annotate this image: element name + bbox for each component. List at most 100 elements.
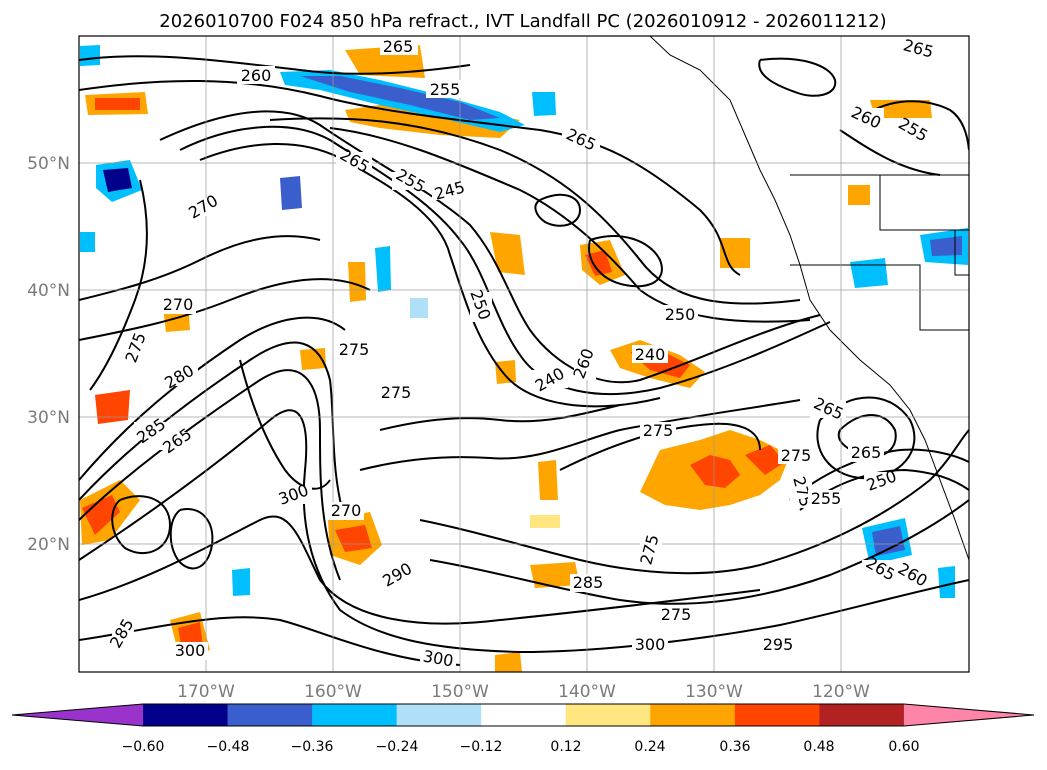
- contour-line: [79, 616, 461, 666]
- warm-patch-f: [495, 652, 522, 672]
- contour-line: [159, 110, 821, 384]
- cold-patch-f: [532, 92, 556, 116]
- warm-patch-j: [348, 262, 366, 302]
- map-background: [79, 36, 969, 672]
- colorbar-tick-label: −0.48: [207, 739, 250, 755]
- cold-patch-nw-core: [103, 168, 132, 192]
- contour-line: [199, 142, 661, 408]
- colorbar-segment: [143, 704, 229, 726]
- negative-anomaly-patches: [80, 45, 968, 598]
- contour-label: 295: [760, 635, 796, 654]
- contour-line: [588, 235, 663, 288]
- colorbar-segment: [312, 704, 398, 726]
- svg-text:300: 300: [175, 641, 206, 660]
- svg-text:255: 255: [811, 489, 842, 508]
- warm-patch-e: [530, 562, 580, 588]
- contour-label: 275: [640, 421, 676, 440]
- cold-patch-se-core: [872, 526, 905, 556]
- warm-patch-gulf-core: [690, 455, 740, 488]
- lat-label: 30°N: [27, 408, 70, 428]
- contour-label: 270: [328, 501, 364, 520]
- contour-line: [111, 495, 172, 554]
- contour-line: [839, 129, 941, 176]
- svg-text:275: 275: [781, 446, 812, 465]
- contour-line: [79, 369, 341, 581]
- lon-label: 120°W: [812, 682, 870, 702]
- contour-line: [559, 422, 761, 471]
- lat-label: 40°N: [27, 281, 70, 301]
- svg-text:295: 295: [763, 635, 794, 654]
- lon-label: 130°W: [685, 682, 743, 702]
- warm-patch-i: [495, 360, 516, 384]
- contour-label: 260: [237, 66, 275, 85]
- contour-line: [859, 100, 969, 151]
- contour-line: [79, 235, 321, 301]
- colorbar-segment: [565, 704, 651, 726]
- svg-text:275: 275: [661, 605, 692, 624]
- svg-text:265: 265: [383, 37, 414, 56]
- map-frame: [78, 35, 970, 673]
- svg-text:275: 275: [339, 340, 370, 359]
- contour-line: [379, 404, 621, 431]
- colorbar-segment: [819, 704, 905, 726]
- contour-label: 275: [778, 446, 814, 465]
- colorbar-tick-label: −0.24: [376, 739, 419, 755]
- contour-line: [79, 79, 741, 276]
- contour-label: 265: [380, 37, 418, 56]
- contour-label: 260: [569, 346, 597, 381]
- contour-line: [359, 399, 801, 471]
- contour-line: [837, 414, 897, 458]
- warm-patch-l: [530, 515, 560, 528]
- colorbar-tick-label: 0.12: [550, 739, 581, 755]
- contour-line: [758, 57, 837, 97]
- contour-line: [179, 125, 831, 396]
- colorbar-tick-label: 0.24: [634, 739, 665, 755]
- colorbar-tick-label: −0.36: [291, 739, 334, 755]
- map-panel: 265 260 255 265 260: [27, 35, 970, 702]
- contour-label: 270: [160, 295, 196, 314]
- colorbar-tick-label: 0.60: [888, 739, 919, 755]
- colorbar-segment: [650, 704, 736, 726]
- contour-line: [89, 179, 148, 391]
- cold-patch-c: [375, 246, 391, 292]
- svg-text:275: 275: [381, 383, 412, 402]
- contour-line: [79, 409, 969, 654]
- contour-label: 300: [420, 647, 456, 671]
- lon-label: 140°W: [558, 682, 616, 702]
- contour-label: 275: [121, 330, 149, 365]
- warm-patch-g: [300, 348, 326, 370]
- cold-patch-g: [80, 45, 100, 66]
- colorbar-segment: [396, 704, 482, 726]
- cold-patch-d: [232, 568, 250, 596]
- svg-text:265: 265: [851, 443, 882, 462]
- cold-band-north-core: [300, 76, 500, 120]
- colorbar-tick-label: −0.60: [122, 739, 165, 755]
- lat-label: 50°N: [27, 154, 70, 174]
- warm-patch-nw-core: [95, 98, 140, 110]
- svg-text:260: 260: [241, 66, 272, 85]
- contour-line: [534, 193, 582, 227]
- contour-label: 265: [848, 443, 884, 462]
- warm-patch-a: [490, 232, 525, 275]
- colorbar-outline: [11, 703, 1035, 727]
- svg-text:255: 255: [430, 80, 461, 99]
- contour-label: 300: [172, 641, 208, 660]
- colorbar-tick-label: −0.12: [460, 739, 503, 755]
- contour-label: 275: [658, 605, 694, 624]
- contour-line: [419, 429, 969, 575]
- warm-patch-h: [538, 460, 558, 500]
- cold-patch-east-core: [930, 236, 962, 256]
- svg-text:270: 270: [163, 295, 194, 314]
- colorbar-segment: [227, 704, 313, 726]
- lat-label: 20°N: [27, 535, 70, 555]
- contour-label: 255: [808, 489, 844, 508]
- warm-patch-west-core: [82, 495, 120, 535]
- contour-label: 300: [632, 635, 668, 654]
- svg-text:300: 300: [635, 635, 666, 654]
- lon-label: 150°W: [431, 682, 489, 702]
- cold-patch-h: [80, 232, 95, 252]
- colorbar-segment: [734, 704, 820, 726]
- contour-label: 265: [900, 36, 936, 62]
- svg-text:275: 275: [643, 421, 674, 440]
